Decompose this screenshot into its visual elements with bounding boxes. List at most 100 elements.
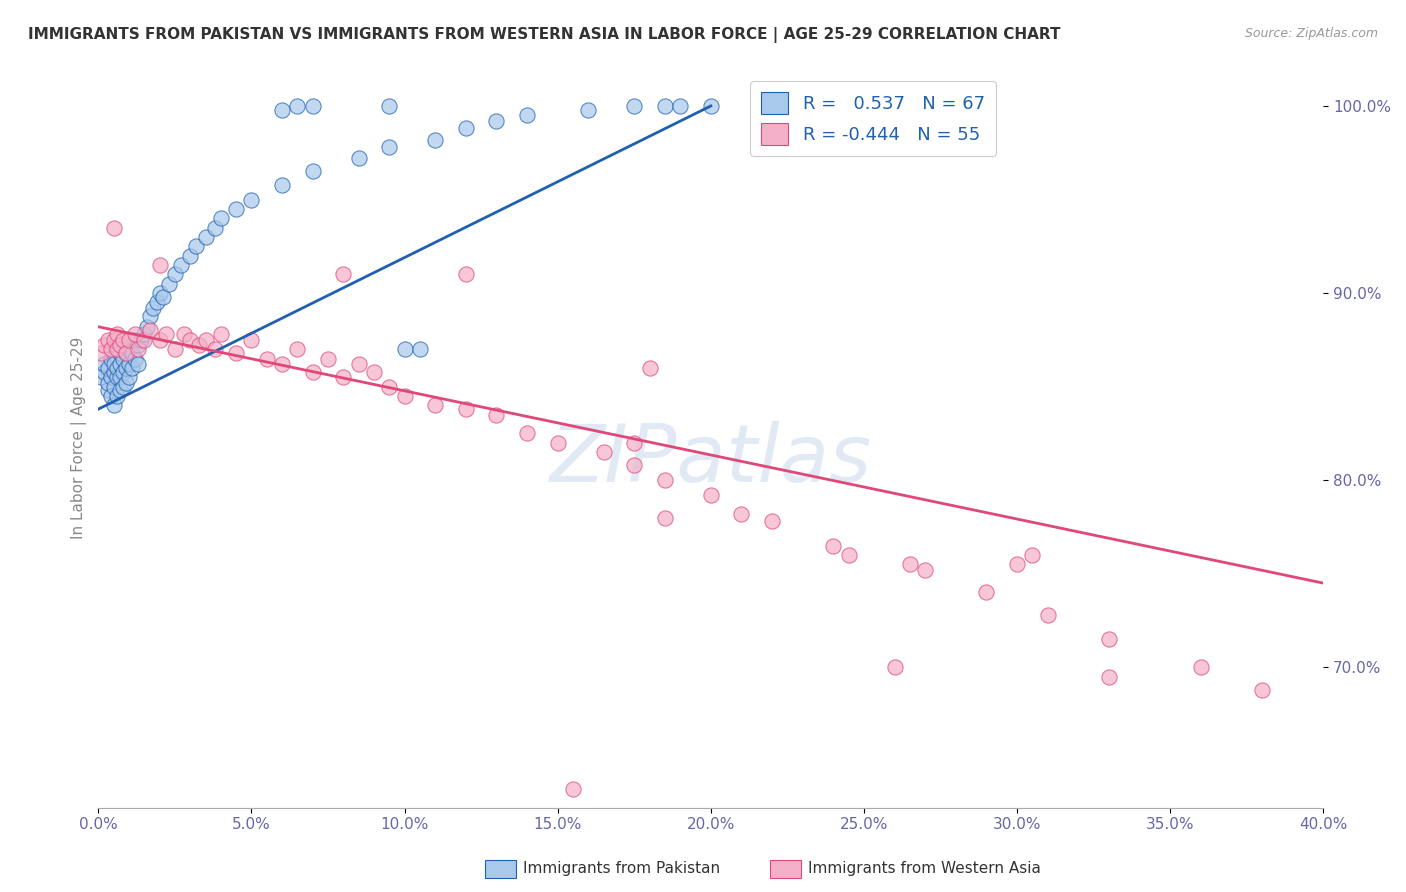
- Point: [209, 211, 232, 226]
- Point: [127, 338, 149, 352]
- Point: [1036, 607, 1059, 622]
- Point: [516, 108, 538, 122]
- Point: [139, 309, 162, 323]
- Point: [592, 445, 614, 459]
- Legend: R =   0.537   N = 67, R = -0.444   N = 55: R = 0.537 N = 67, R = -0.444 N = 55: [751, 81, 995, 156]
- Point: [108, 338, 131, 352]
- Point: [638, 360, 661, 375]
- Point: [194, 333, 217, 347]
- Point: [163, 342, 186, 356]
- Point: [93, 357, 115, 371]
- Point: [100, 342, 122, 356]
- Point: [115, 360, 138, 375]
- Point: [134, 333, 156, 347]
- Text: Immigrants from Pakistan: Immigrants from Pakistan: [523, 862, 720, 876]
- Point: [115, 346, 138, 360]
- Point: [149, 333, 172, 347]
- Point: [454, 121, 477, 136]
- Point: [93, 365, 115, 379]
- Point: [347, 152, 370, 166]
- Point: [103, 365, 125, 379]
- Point: [669, 99, 692, 113]
- Point: [654, 473, 676, 487]
- Y-axis label: In Labor Force | Age 25-29: In Labor Force | Age 25-29: [72, 337, 87, 540]
- Point: [378, 99, 401, 113]
- Point: [111, 342, 134, 356]
- Point: [1189, 660, 1212, 674]
- Point: [139, 324, 162, 338]
- Point: [149, 286, 172, 301]
- Point: [654, 99, 676, 113]
- Point: [454, 268, 477, 282]
- Point: [700, 99, 723, 113]
- Point: [485, 408, 508, 422]
- Point: [100, 351, 122, 366]
- Point: [93, 338, 115, 352]
- Point: [105, 370, 128, 384]
- Point: [103, 379, 125, 393]
- Point: [115, 346, 138, 360]
- Point: [111, 333, 134, 347]
- Point: [118, 370, 141, 384]
- Point: [129, 333, 152, 347]
- Point: [96, 384, 118, 398]
- Point: [225, 346, 247, 360]
- Point: [838, 548, 860, 562]
- Point: [256, 351, 278, 366]
- Point: [121, 346, 143, 360]
- Point: [240, 333, 263, 347]
- Point: [103, 398, 125, 412]
- Point: [287, 342, 309, 356]
- Point: [409, 342, 432, 356]
- Point: [100, 389, 122, 403]
- Point: [898, 558, 921, 572]
- Point: [547, 435, 569, 450]
- Point: [914, 563, 936, 577]
- Point: [271, 178, 294, 192]
- Point: [204, 342, 226, 356]
- Point: [654, 510, 676, 524]
- Point: [108, 384, 131, 398]
- Point: [157, 277, 180, 291]
- Point: [1005, 558, 1028, 572]
- Point: [761, 514, 783, 528]
- Point: [118, 357, 141, 371]
- Point: [700, 488, 723, 502]
- Point: [394, 342, 416, 356]
- Point: [623, 458, 645, 473]
- Point: [124, 327, 146, 342]
- Point: [155, 327, 177, 342]
- Point: [121, 360, 143, 375]
- Point: [1251, 682, 1274, 697]
- Point: [118, 342, 141, 356]
- Point: [363, 365, 385, 379]
- Point: [90, 346, 112, 360]
- Point: [136, 319, 159, 334]
- Point: [301, 99, 323, 113]
- Point: [209, 327, 232, 342]
- Point: [240, 193, 263, 207]
- Point: [332, 370, 354, 384]
- Point: [1098, 632, 1121, 647]
- Point: [96, 333, 118, 347]
- Point: [105, 342, 128, 356]
- Point: [485, 114, 508, 128]
- Point: [186, 239, 208, 253]
- Point: [225, 202, 247, 216]
- Point: [287, 99, 309, 113]
- Point: [1021, 548, 1043, 562]
- Point: [149, 258, 172, 272]
- Point: [378, 140, 401, 154]
- Point: [142, 301, 165, 315]
- Point: [454, 402, 477, 417]
- Text: ZIPatlas: ZIPatlas: [550, 421, 872, 500]
- Point: [378, 379, 401, 393]
- Point: [134, 327, 156, 342]
- Point: [103, 333, 125, 347]
- Point: [173, 327, 195, 342]
- Point: [124, 333, 146, 347]
- Point: [163, 268, 186, 282]
- Point: [105, 389, 128, 403]
- Point: [730, 507, 752, 521]
- Point: [103, 357, 125, 371]
